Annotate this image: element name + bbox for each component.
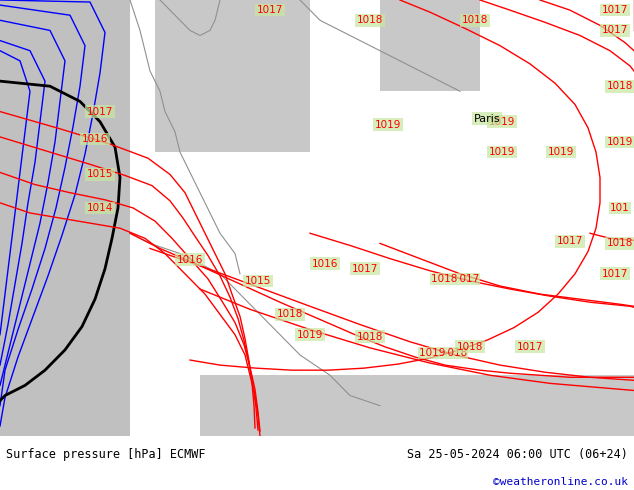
Text: 1016: 1016: [177, 255, 203, 265]
Text: 1017: 1017: [602, 5, 628, 15]
Text: 1018: 1018: [357, 15, 383, 25]
Text: Sa 25-05-2024 06:00 UTC (06+24): Sa 25-05-2024 06:00 UTC (06+24): [407, 448, 628, 462]
Text: 1018: 1018: [607, 81, 633, 91]
Text: 1017: 1017: [257, 5, 283, 15]
Text: 1017: 1017: [517, 342, 543, 352]
Text: 1018: 1018: [607, 239, 633, 248]
Text: 1017: 1017: [602, 269, 628, 279]
Text: 101: 101: [610, 203, 630, 213]
Text: 1017: 1017: [557, 236, 583, 246]
Text: 1015: 1015: [87, 170, 113, 179]
Text: ©weatheronline.co.uk: ©weatheronline.co.uk: [493, 477, 628, 487]
Text: 1019: 1019: [548, 147, 574, 157]
Polygon shape: [380, 0, 480, 91]
Text: 1017: 1017: [87, 106, 113, 117]
Text: 1017: 1017: [602, 25, 628, 35]
Text: 1016: 1016: [82, 134, 108, 144]
Text: 1014: 1014: [87, 203, 113, 213]
Text: 1019 018: 1019 018: [419, 348, 467, 358]
Text: 1018: 1018: [277, 309, 303, 319]
Text: 1019: 1019: [607, 137, 633, 147]
Text: 1018: 1018: [457, 342, 483, 352]
Text: 1019: 1019: [375, 120, 401, 130]
Text: Paris: Paris: [474, 114, 500, 124]
Text: 1019: 1019: [297, 330, 323, 340]
Text: 1018 017: 1018 017: [431, 274, 479, 284]
Text: 1018: 1018: [462, 15, 488, 25]
Polygon shape: [0, 0, 130, 436]
Text: 1019: 1019: [489, 147, 515, 157]
Text: 1015: 1015: [245, 276, 271, 286]
Text: 1019: 1019: [489, 117, 515, 127]
Text: 1017: 1017: [352, 264, 378, 274]
Polygon shape: [200, 375, 634, 436]
Polygon shape: [155, 0, 310, 152]
Text: 1018: 1018: [357, 332, 383, 342]
Text: 1016: 1016: [312, 259, 338, 269]
Text: Surface pressure [hPa] ECMWF: Surface pressure [hPa] ECMWF: [6, 448, 206, 462]
